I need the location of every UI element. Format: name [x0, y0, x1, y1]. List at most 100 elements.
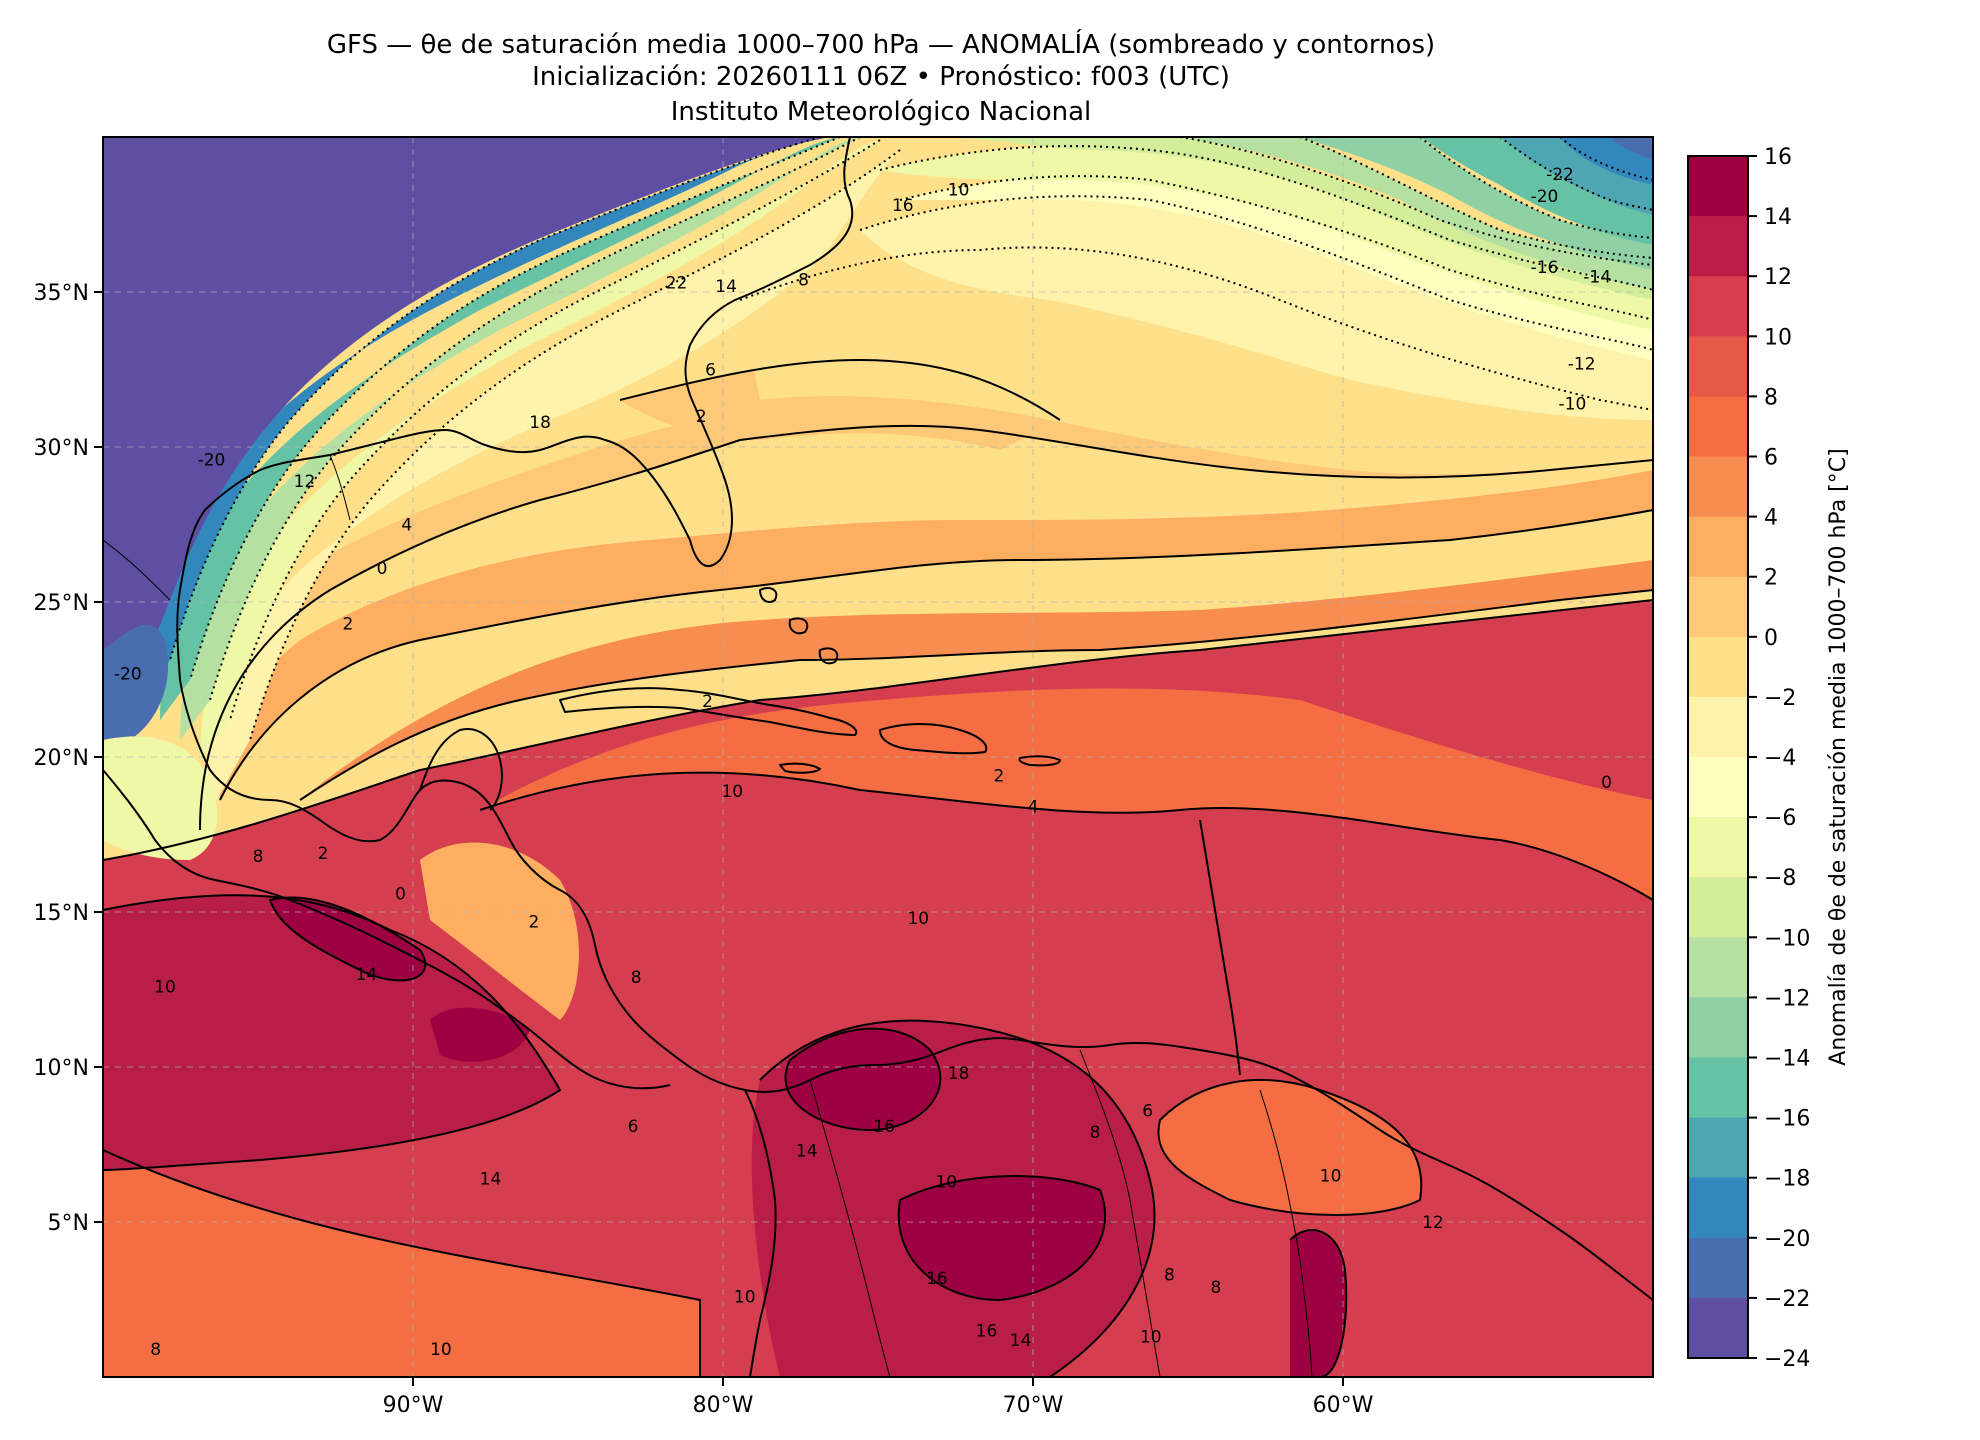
colorbar-tick-label: 12 [1764, 265, 1792, 290]
contour-label: 14 [356, 965, 378, 985]
band-6-8-caribbean [480, 688, 1653, 900]
coast-jamaica [779, 762, 821, 774]
band-14-16-colombia [785, 1028, 941, 1130]
contour-label: 8 [253, 847, 264, 867]
contour-label: 2 [993, 767, 1004, 787]
contour-label: 18 [948, 1064, 970, 1084]
contour-label: 6 [628, 1117, 639, 1137]
colorbar-segment [1688, 216, 1748, 277]
band-minus10-minus8 [950, 137, 1653, 300]
contour-label: 10 [1320, 1167, 1342, 1187]
contour-label: 8 [150, 1340, 161, 1360]
colorbar-segment [1688, 1057, 1748, 1119]
contour-label: 10 [948, 181, 970, 201]
colorbar-segment [1688, 1177, 1748, 1239]
coast-mexico-gulf [176, 509, 511, 843]
band-12-14-pacific [103, 895, 560, 1170]
coast-central-america-caribbean [509, 839, 746, 1091]
colorbar-tick-label: −2 [1764, 686, 1796, 711]
lat-tick-label: 25°N [34, 591, 89, 616]
lon-tick-label: 80°W [693, 1393, 754, 1418]
contours-positive [103, 358, 1653, 1377]
contour-label: 14 [1010, 1331, 1032, 1351]
band-minus14-minus12 [1300, 137, 1653, 270]
colorbar-segment [1688, 456, 1748, 518]
band-gradient-minus2 [200, 150, 900, 830]
colorbar-segment [1688, 757, 1748, 818]
lat-tick-label: 35°N [34, 281, 89, 306]
contour-label: 2 [318, 844, 329, 864]
colorbar-tick-label: −10 [1764, 926, 1810, 951]
coast-yucatan [419, 728, 503, 811]
coast-bahamas-1 [759, 587, 778, 603]
contour-label: 0 [377, 559, 388, 579]
colorbar-segment [1688, 156, 1748, 217]
band-14-16-venezuela [898, 1176, 1106, 1300]
colorbar-tick-label: −20 [1764, 1227, 1810, 1252]
colorbar-tick-label: −8 [1764, 866, 1796, 891]
axis-ticks: 35°N 30°N 25°N 20°N 15°N 10°N 5°N 90°W 80°W 70°W 6… [34, 281, 1374, 1418]
borders [103, 454, 1313, 1377]
band-2-4 [218, 470, 1653, 800]
gridlines [103, 137, 1653, 1377]
coastlines [103, 137, 1653, 1377]
colorbar-segment [1688, 336, 1748, 397]
colorbar-label: Anomalía de θe de saturación media 1000–… [1826, 448, 1851, 1065]
colorbar-tick-label: −14 [1764, 1047, 1810, 1072]
contour-label: 10 [935, 1173, 957, 1193]
band-mexico-coast-light [103, 736, 218, 860]
map-subtitle-institution: Instituto Meteorológico Nacional [670, 97, 1092, 127]
colorbar-tick-label: −16 [1764, 1107, 1810, 1132]
contour-label: 16 [976, 1322, 998, 1342]
lat-tick-label: 20°N [34, 746, 89, 771]
colorbar-tick-label: 4 [1764, 506, 1778, 531]
colorbar-tick-label: −4 [1764, 746, 1796, 771]
contour-label: 12 [294, 472, 316, 492]
contour-label: 2 [342, 615, 353, 635]
contour-label: -20 [114, 664, 142, 684]
coast-mexico-pacific [103, 769, 671, 1090]
colorbar-tick-label: 6 [1764, 446, 1778, 471]
contour-label: 16 [926, 1269, 948, 1289]
contour-label: 16 [873, 1117, 895, 1137]
contour-label: 18 [529, 413, 551, 433]
contour-label: 0 [395, 884, 406, 904]
band-minus16-minus14 [1420, 137, 1653, 245]
band-minus22-minus20 [1610, 137, 1653, 160]
colorbar-segment [1688, 396, 1748, 457]
colorbar-segment [1688, 937, 1748, 998]
colorbar: 16 14 12 10 8 6 4 2 0 −2 −4 −6 −8 −10 −12 −14 −16 −18 −20 −… [1687, 145, 1851, 1372]
colorbar-segment [1688, 576, 1748, 638]
contour-label: 12 [1422, 1213, 1444, 1233]
colorbar-segment [1688, 276, 1748, 337]
contour-label: 10 [907, 909, 929, 929]
coast-us-east [684, 137, 854, 568]
contour-label: -16 [1531, 258, 1559, 278]
band-14-16-pacific-spot [430, 1007, 530, 1062]
coast-bahamas-2 [788, 617, 809, 635]
colorbar-tick-label: −6 [1764, 806, 1796, 831]
band-4-6 [300, 560, 1653, 800]
colorbar-segment [1688, 877, 1748, 938]
band-14-16-amazon [1290, 1230, 1347, 1377]
contour-label: 22 [666, 274, 688, 294]
colorbar-tick-label: −22 [1764, 1287, 1810, 1312]
contour-label: 14 [796, 1142, 818, 1162]
band-minus2-0-atlantic [740, 247, 1653, 475]
contour-label: 8 [1090, 1123, 1101, 1143]
band-14-16-gulf-fonseca [270, 897, 426, 981]
contour-label: 10 [721, 782, 743, 802]
contour-label: 6 [705, 361, 716, 381]
colorbar-tick-label: 0 [1764, 626, 1778, 651]
contour-label: 16 [892, 196, 914, 216]
contour-label: 10 [1140, 1328, 1162, 1348]
contour-label: 10 [430, 1340, 452, 1360]
coast-lesser-antilles [1199, 819, 1241, 1076]
contour-label: 8 [1164, 1266, 1175, 1286]
band-minus4-minus2 [860, 196, 1653, 420]
band-2-4-yucatan [420, 842, 579, 1020]
colorbar-tick-label: −18 [1764, 1167, 1810, 1192]
colorbar-tick-label: 2 [1764, 566, 1778, 591]
colorbar-segment [1688, 1117, 1748, 1179]
